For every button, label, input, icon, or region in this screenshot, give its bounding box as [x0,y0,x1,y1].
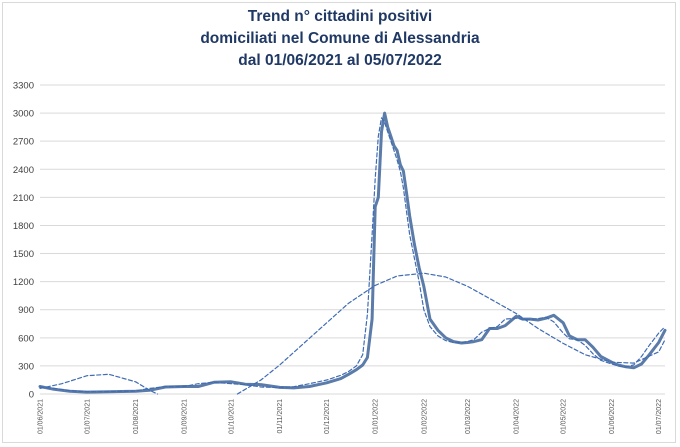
chart-frame [2,2,676,443]
y-tick-label: 0 [29,390,34,401]
chart-title: Trend n° cittadini positivi domiciliati … [0,6,680,72]
x-tick-label: 01/12/2021 [324,399,331,434]
x-axis-ticks: 01/06/2021 01/07/2021 01/08/2021 01/09/2021… [38,399,664,434]
chart-title-line-1: Trend n° cittadini positivi [247,8,433,25]
chart-title-line-2: domiciliati nel Comune di Alessandria [200,30,480,47]
y-tick-label: 2100 [13,193,34,204]
x-tick-label: 01/04/2022 [514,399,521,434]
x-tick-label: 01/11/2021 [277,399,284,434]
y-tick-label: 3300 [13,81,34,92]
x-tick-label: 01/02/2022 [421,399,428,434]
trend-line-2 [39,373,159,395]
y-tick-label: 2400 [13,165,34,176]
x-tick-label: 01/10/2021 [229,399,236,434]
y-tick-label: 900 [18,305,34,316]
y-tick-label: 600 [18,333,34,344]
y-tick-label: 300 [18,361,34,372]
x-tick-label: 01/07/2022 [656,399,663,434]
x-tick-label: 01/03/2022 [465,399,472,434]
x-tick-label: 01/06/2021 [38,399,45,434]
grid-lines [40,84,665,395]
y-tick-label: 1200 [13,277,34,288]
x-tick-label: 01/01/2022 [373,399,380,434]
x-tick-label: 01/08/2021 [133,399,140,434]
series-group [38,111,667,395]
series-line-positivi [38,111,667,394]
y-tick-label: 1800 [13,221,34,232]
y-tick-label: 3000 [13,109,34,120]
x-tick-label: 01/07/2021 [84,399,91,434]
y-axis-ticks: 0 300 600 900 1200 1500 1800 2100 2400 2700 3000 33… [13,81,34,401]
x-tick-label: 01/06/2022 [609,399,616,434]
chart-title-line-3: dal 01/06/2021 al 05/07/2022 [238,52,442,69]
x-tick-label: 01/05/2022 [561,399,568,434]
y-tick-label: 2700 [13,137,34,148]
trend-line-3 [236,272,666,395]
y-tick-label: 1500 [13,249,34,260]
trend-line-1 [39,117,666,393]
x-tick-label: 01/09/2021 [182,399,189,434]
